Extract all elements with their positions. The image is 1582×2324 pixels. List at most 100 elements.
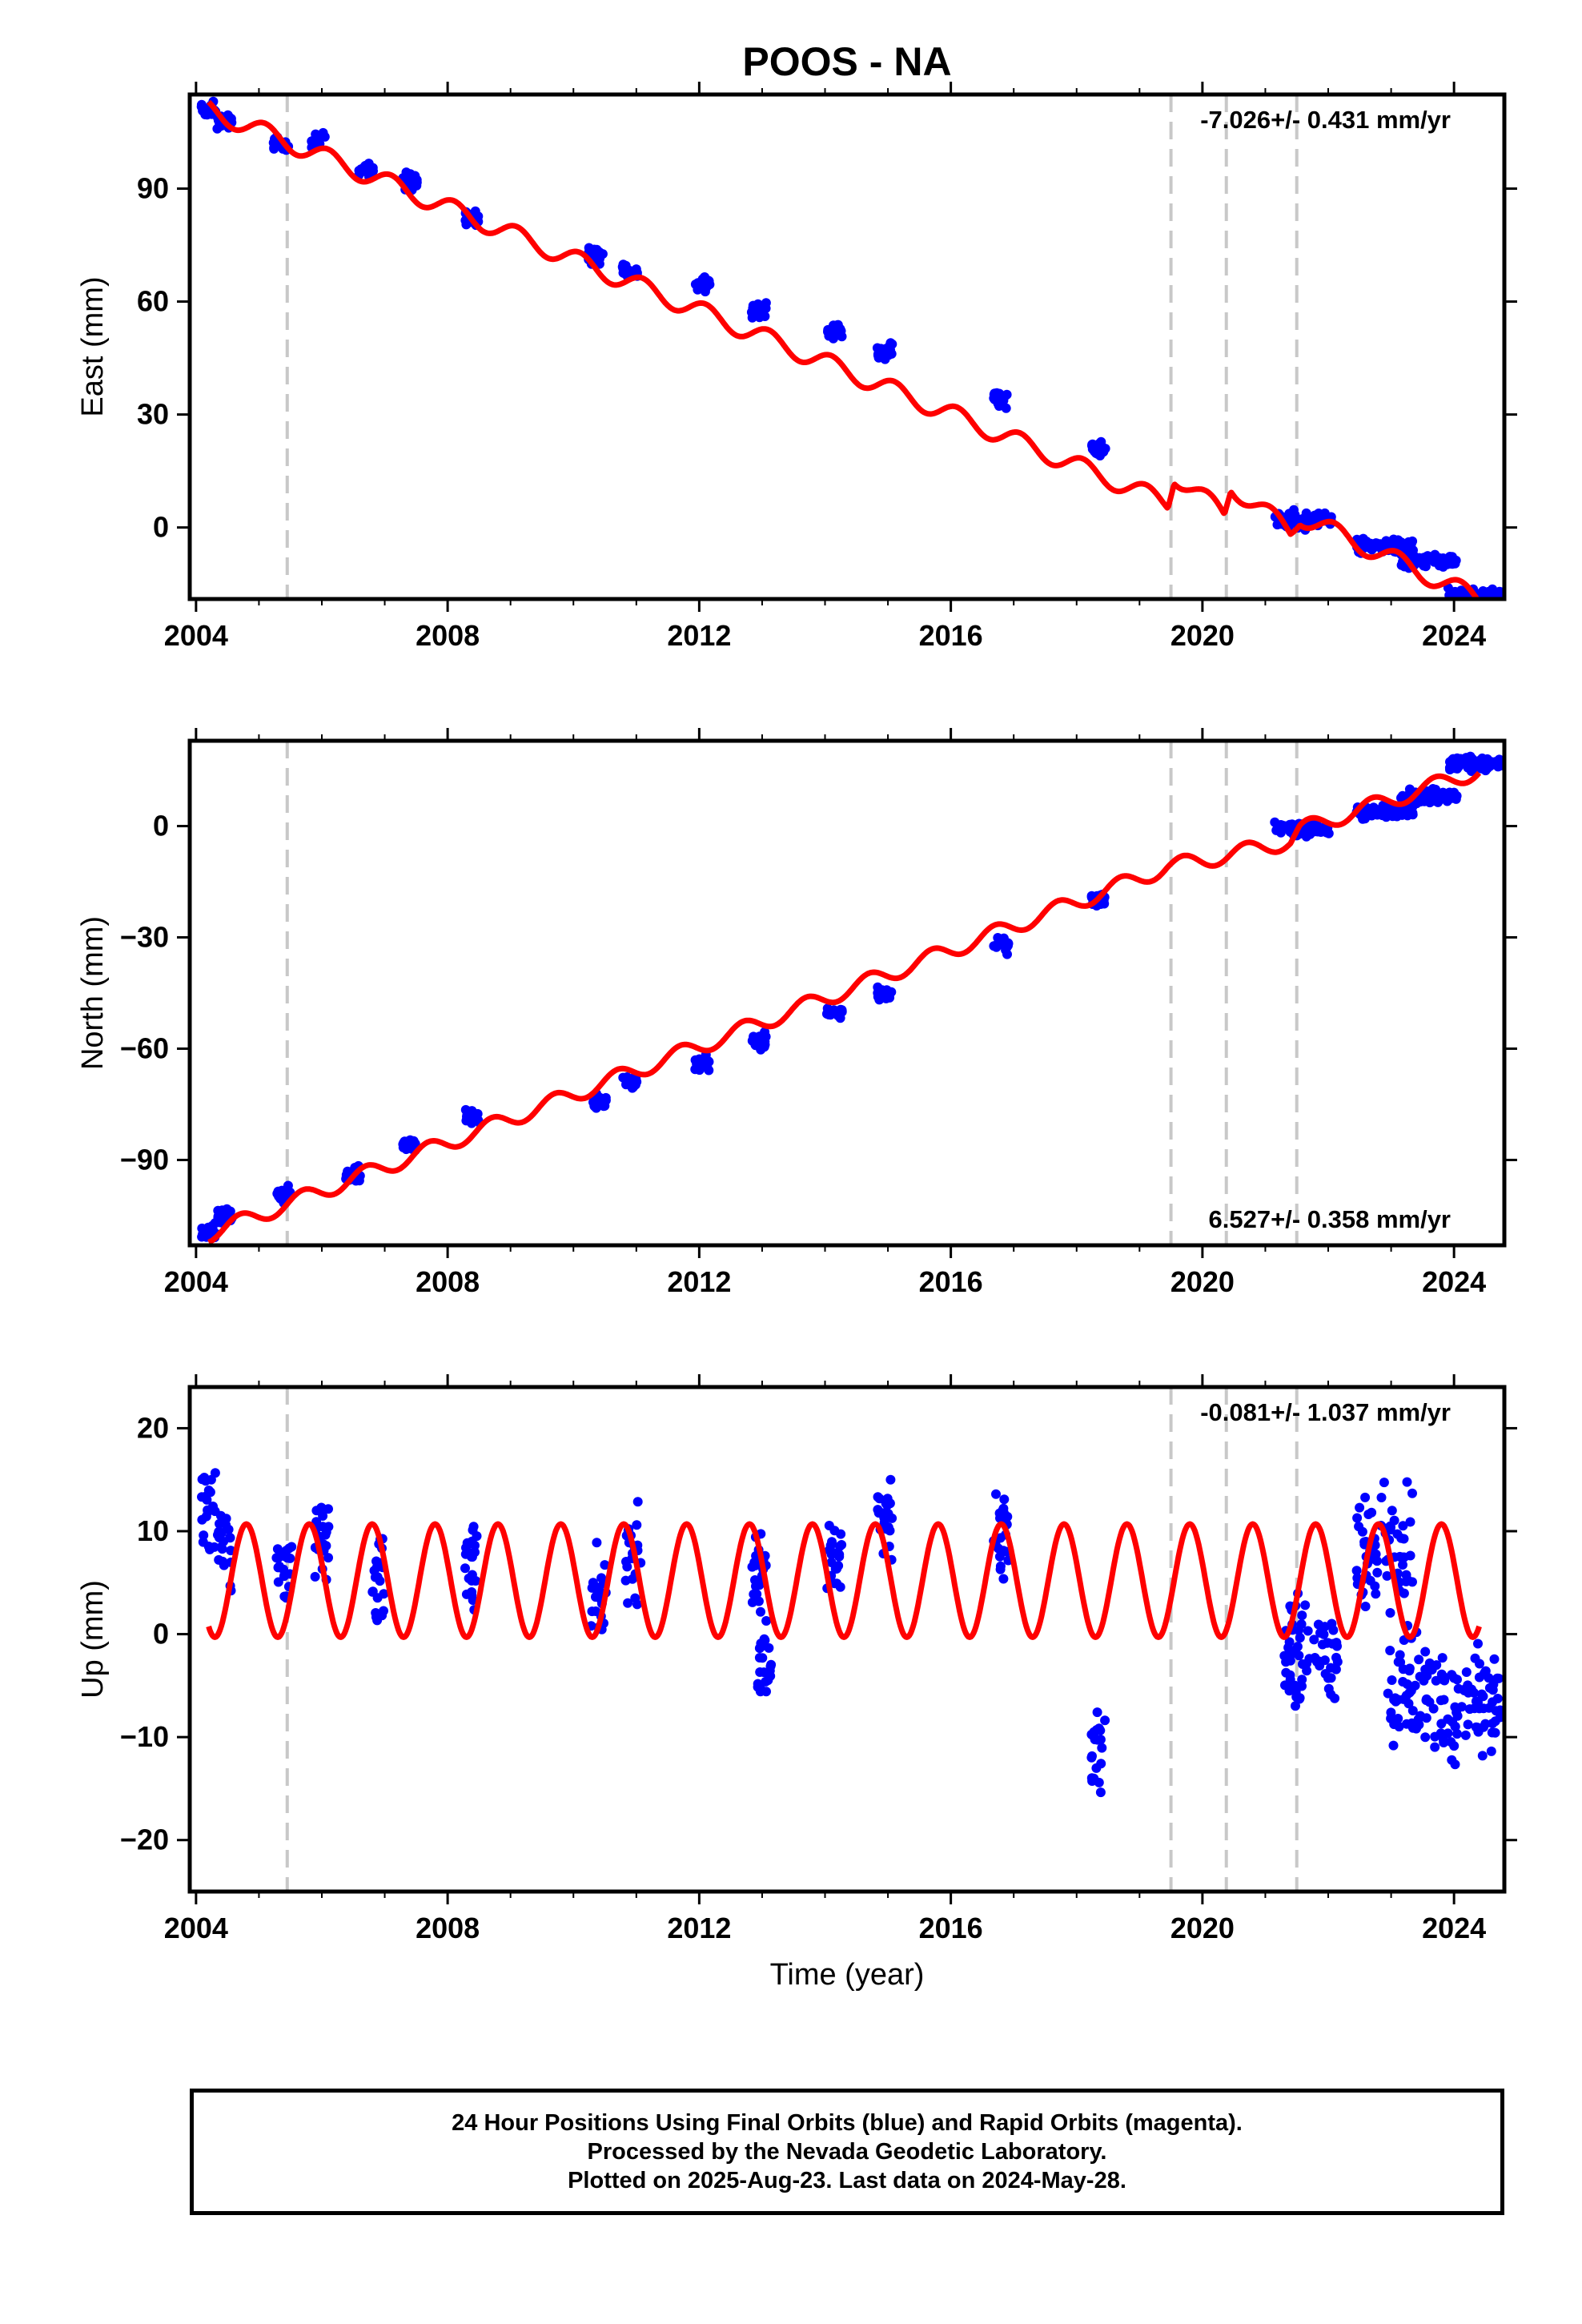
data-point (1473, 1727, 1484, 1737)
data-point (1439, 1735, 1448, 1745)
data-point (764, 1642, 774, 1653)
data-point (1317, 1639, 1327, 1650)
data-point (1301, 508, 1311, 518)
model-line (206, 1521, 1482, 1640)
x-tick-label: 2008 (416, 619, 480, 652)
data-point (596, 1573, 607, 1583)
data-point (600, 1560, 610, 1570)
data-point (1372, 1567, 1383, 1578)
x-tick-label: 2020 (1170, 1265, 1235, 1298)
data-point (873, 1508, 884, 1518)
data-point (1385, 1646, 1395, 1655)
data-point (1402, 1477, 1412, 1487)
x-tick-label: 2016 (919, 619, 983, 652)
data-point (1488, 1679, 1499, 1690)
x-tick-label: 2024 (1422, 1265, 1486, 1298)
x-tick-label: 2004 (164, 1265, 228, 1298)
data-point (321, 1541, 331, 1551)
y-tick-label: −30 (120, 921, 169, 954)
data-point (1439, 1695, 1449, 1705)
x-tick-label: 2004 (164, 1912, 228, 1944)
data-point (407, 171, 417, 181)
data-point (994, 1543, 1003, 1554)
data-point (1431, 1675, 1441, 1686)
data-point (1300, 1600, 1311, 1610)
data-point (1312, 1657, 1322, 1667)
data-point (323, 1504, 333, 1514)
x-tick-label: 2016 (919, 1265, 983, 1298)
x-tick-label: 2024 (1422, 1912, 1486, 1944)
data-point (1460, 756, 1470, 766)
data-point (754, 1580, 765, 1590)
data-point (1360, 1492, 1371, 1502)
data-point (1405, 1517, 1415, 1527)
data-point (1315, 511, 1326, 521)
data-point (697, 275, 708, 285)
data-point (1407, 1706, 1418, 1716)
data-point (223, 1524, 234, 1534)
data-point (1410, 1680, 1420, 1691)
data-point (591, 1606, 601, 1616)
data-point (694, 283, 705, 292)
data-point (1461, 1667, 1472, 1677)
y-tick-label: −60 (120, 1031, 169, 1064)
data-point (765, 1661, 776, 1671)
data-point (1479, 758, 1489, 768)
data-point (1323, 1683, 1334, 1694)
rate-annotation: -0.081+/- 1.037 mm/yr (1200, 1398, 1451, 1426)
y-axis-label: North (mm) (76, 916, 110, 1070)
data-point (756, 1684, 766, 1695)
data-point (822, 1007, 833, 1017)
data-point (620, 1575, 631, 1586)
data-point (1000, 391, 1010, 401)
data-point (216, 1542, 227, 1552)
data-point (1476, 1689, 1487, 1699)
plot-frame (187, 92, 1507, 601)
data-point (1092, 1707, 1102, 1718)
data-point (1391, 1696, 1401, 1707)
data-point (1401, 1570, 1411, 1580)
data-point (1407, 536, 1418, 546)
x-tick-label: 2020 (1170, 619, 1235, 652)
footer-line-1: 24 Hour Positions Using Final Orbits (bl… (452, 2110, 1243, 2136)
data-point (589, 1101, 600, 1112)
data-point (1367, 1507, 1377, 1518)
data-point (627, 1083, 637, 1093)
data-point (1448, 754, 1459, 764)
plot-frame (187, 1385, 1507, 1894)
data-point (311, 1506, 322, 1516)
data-point (1446, 1737, 1456, 1747)
data-point (273, 1577, 283, 1587)
data-point (885, 345, 895, 355)
data-point (215, 1518, 224, 1529)
data-point (1437, 1653, 1447, 1663)
data-point (1296, 1619, 1307, 1630)
data-point (1352, 1513, 1363, 1523)
data-point (365, 167, 375, 178)
data-point (218, 1556, 228, 1566)
data-point (213, 1530, 223, 1540)
data-point (468, 1525, 478, 1535)
data-point (752, 1035, 762, 1045)
data-point (205, 1544, 215, 1554)
data-point (1387, 1506, 1397, 1516)
data-point (212, 123, 223, 134)
data-point (371, 1562, 382, 1573)
data-point (1331, 1638, 1342, 1648)
data-point (886, 987, 897, 997)
data-point (1385, 1525, 1395, 1535)
data-point (377, 1610, 387, 1621)
plot-area (196, 94, 1504, 599)
data-point (398, 1139, 408, 1149)
data-point (591, 1592, 600, 1602)
data-point (756, 1606, 765, 1617)
data-point (1466, 766, 1476, 776)
model-line (207, 770, 1482, 1245)
data-point (834, 1550, 845, 1560)
data-point (196, 99, 207, 110)
data-point (1447, 1755, 1457, 1765)
y-axis-label: East (mm) (76, 276, 110, 416)
data-point (1359, 1537, 1370, 1547)
data-point (1372, 1556, 1382, 1566)
data-point (835, 1582, 845, 1592)
